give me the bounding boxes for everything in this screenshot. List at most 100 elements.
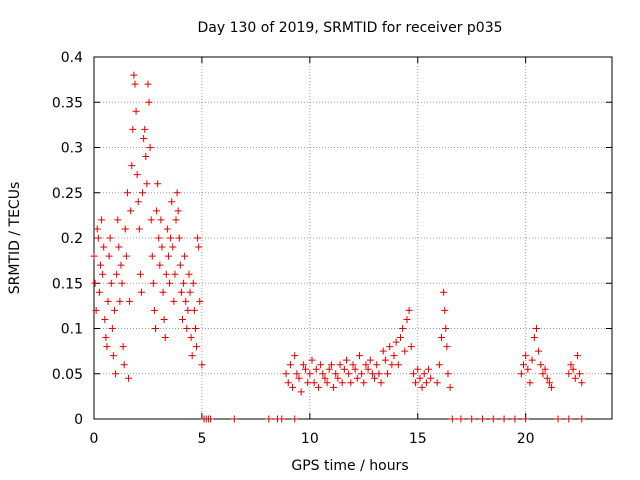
data-point xyxy=(379,347,387,355)
data-point xyxy=(420,370,428,378)
data-point xyxy=(167,234,175,242)
data-point xyxy=(360,379,368,387)
data-point xyxy=(188,352,196,360)
data-point xyxy=(169,243,177,251)
data-point xyxy=(180,279,188,287)
data-point xyxy=(565,415,573,423)
chart-title: Day 130 of 2019, SRMTID for receiver p03… xyxy=(197,20,502,36)
y-tick-label: 0.3 xyxy=(61,141,83,157)
data-point xyxy=(103,343,111,351)
data-point xyxy=(362,361,370,369)
data-point xyxy=(126,297,134,305)
data-point xyxy=(116,297,124,305)
data-point xyxy=(386,343,394,351)
data-point xyxy=(196,297,204,305)
data-point xyxy=(390,352,398,360)
data-point xyxy=(90,252,98,260)
data-point xyxy=(567,361,575,369)
data-point xyxy=(98,216,106,224)
data-point xyxy=(150,306,158,314)
data-point xyxy=(325,365,333,373)
data-point xyxy=(149,279,157,287)
data-point xyxy=(565,370,573,378)
data-point xyxy=(412,379,420,387)
data-points xyxy=(90,71,586,423)
x-tick-label: 0 xyxy=(90,431,99,447)
data-point xyxy=(135,225,143,233)
data-point xyxy=(195,243,203,251)
data-point xyxy=(286,361,294,369)
data-point xyxy=(123,189,131,197)
data-point xyxy=(132,107,140,115)
data-point xyxy=(178,315,186,323)
data-point xyxy=(152,325,160,332)
data-point xyxy=(95,288,103,296)
data-point xyxy=(578,415,586,423)
data-point xyxy=(177,288,185,296)
data-point xyxy=(437,334,445,342)
data-point xyxy=(139,189,147,197)
data-point xyxy=(384,370,392,378)
data-point xyxy=(198,361,206,369)
data-point xyxy=(153,207,161,215)
data-point xyxy=(158,243,166,251)
data-point xyxy=(187,334,195,342)
data-point xyxy=(185,270,193,278)
data-point xyxy=(289,383,297,391)
data-point xyxy=(154,180,162,188)
data-point xyxy=(127,207,135,215)
data-point xyxy=(425,365,433,373)
data-point xyxy=(522,415,530,423)
data-point xyxy=(121,225,129,233)
data-point xyxy=(377,379,385,387)
data-point xyxy=(409,370,417,378)
data-point xyxy=(576,370,584,378)
data-point xyxy=(457,415,465,423)
data-point xyxy=(156,261,164,269)
data-point xyxy=(399,325,407,332)
data-point xyxy=(107,279,115,287)
data-point xyxy=(569,365,577,373)
data-point xyxy=(500,415,508,423)
data-point xyxy=(120,361,128,369)
data-point xyxy=(193,343,201,351)
data-point xyxy=(573,352,581,360)
data-point xyxy=(355,352,363,360)
data-point xyxy=(230,415,238,423)
data-point xyxy=(302,365,310,373)
data-point xyxy=(340,365,348,373)
data-point xyxy=(416,374,424,382)
data-point xyxy=(128,162,136,170)
data-point xyxy=(297,388,305,396)
data-point xyxy=(137,288,145,296)
data-point xyxy=(336,361,344,369)
data-point xyxy=(168,198,176,206)
data-point xyxy=(347,379,355,387)
data-point xyxy=(134,198,142,206)
data-point xyxy=(186,288,194,296)
data-point xyxy=(368,370,376,378)
data-point xyxy=(131,80,139,88)
data-point xyxy=(143,180,151,188)
data-point xyxy=(524,365,532,373)
data-point xyxy=(91,279,99,287)
data-point xyxy=(96,261,104,269)
x-tick-label: 20 xyxy=(517,431,535,447)
data-point xyxy=(353,374,361,382)
data-point xyxy=(284,379,292,387)
data-point xyxy=(522,352,530,360)
data-point xyxy=(112,370,120,378)
data-point xyxy=(543,374,551,382)
data-point xyxy=(159,288,167,296)
y-tick-label: 0.25 xyxy=(52,186,83,202)
data-point xyxy=(291,352,299,360)
data-point xyxy=(104,297,112,305)
data-point xyxy=(401,347,409,355)
data-point xyxy=(183,325,191,332)
x-tick-label: 5 xyxy=(197,431,206,447)
data-point xyxy=(349,361,357,369)
data-point xyxy=(440,288,448,296)
y-tick-label: 0.2 xyxy=(61,231,83,247)
data-point xyxy=(443,343,451,351)
data-point xyxy=(114,216,122,224)
